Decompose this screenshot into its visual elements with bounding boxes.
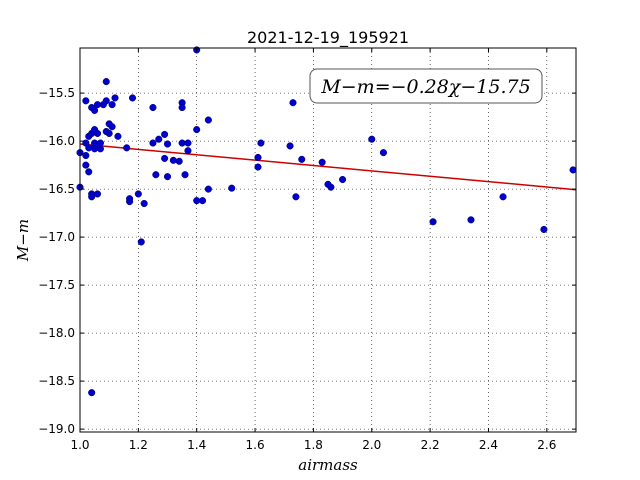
data-point [88,193,96,201]
data-point [257,139,265,147]
data-point [181,171,189,179]
data-point [327,183,335,191]
axis-ticks: 1.0 1.2 1.4 1.6 1.8 2.0 2.2 2.4 2.6 −15.5 −16.0 −16… [38,48,576,452]
data-point [149,103,157,112]
data-point [161,130,169,138]
x-axis-label: airmass [298,456,358,474]
data-point [184,139,192,147]
data-point [467,216,475,224]
data-point [123,144,131,152]
data-point [102,78,110,86]
data-point [137,238,145,246]
data-point [155,135,163,143]
data-point [178,103,186,112]
data-point [228,184,236,192]
data-point [82,97,90,105]
data-point [82,161,90,169]
data-point [339,175,347,184]
data-point [114,132,122,140]
data-point [161,154,169,162]
data-point [149,139,157,147]
data-point [102,97,110,105]
y-tick-label: −17.5 [38,278,75,292]
data-point [569,166,577,174]
fit-equation-text: M−m=−0.28χ−15.75 [320,76,530,98]
data-point [193,126,201,134]
fit-line-layer [79,143,577,191]
data-point [175,157,183,165]
x-tick-label: 2.6 [537,438,556,452]
data-point [379,149,387,157]
y-tick-label: −16.5 [38,182,75,196]
y-tick-label: −19.0 [38,422,75,436]
data-point [204,185,212,193]
x-tick-label: 1.4 [187,438,206,452]
x-tick-label: 2.2 [421,438,440,452]
data-point [289,99,297,107]
y-tick-label: −16.0 [38,134,75,148]
x-tick-label: 2.0 [362,438,381,452]
data-point [318,158,326,166]
data-point [108,123,116,131]
data-point [93,190,102,198]
data-point [286,142,294,150]
data-point [499,193,507,201]
data-point [96,145,104,153]
data-point [254,153,262,161]
data-point [368,135,376,143]
data-point [134,190,142,198]
data-point [88,389,96,397]
data-point [111,94,119,102]
data-point [152,171,160,179]
x-tick-label: 2.4 [479,438,498,452]
fit-equation-box: M−m=−0.28χ−15.75 [309,68,543,104]
data-point [298,155,306,163]
data-point [198,197,207,205]
data-point [163,173,172,181]
data-point [128,94,137,102]
x-tick-label: 1.6 [246,438,265,452]
data-point [91,106,99,114]
data-point [82,151,90,160]
y-axis-label: M−m [14,219,32,262]
x-tick-label: 1.8 [304,438,323,452]
fit-equation-frame [309,68,543,104]
data-point [429,218,437,226]
data-point [85,168,93,176]
data-point [184,147,192,155]
data-point [292,193,300,201]
data-point [169,156,177,164]
y-tick-label: −18.0 [38,326,75,340]
data-points [76,46,577,397]
fit-line [79,143,577,191]
data-point [540,225,548,233]
data-point [105,129,113,137]
y-tick-label: −17.0 [38,230,75,244]
data-point [93,129,102,137]
chart-title: 2021-12-19_195921 [247,28,409,48]
data-point [163,140,172,148]
y-tick-label: −15.5 [38,86,75,100]
x-tick-label: 1.0 [70,438,89,452]
data-point [254,163,262,171]
data-point [140,199,148,208]
data-point [126,195,134,203]
data-point [204,116,212,124]
data-point [108,101,116,109]
y-tick-label: −18.5 [38,374,75,388]
plot-frame [79,47,577,433]
x-tick-label: 1.2 [129,438,148,452]
